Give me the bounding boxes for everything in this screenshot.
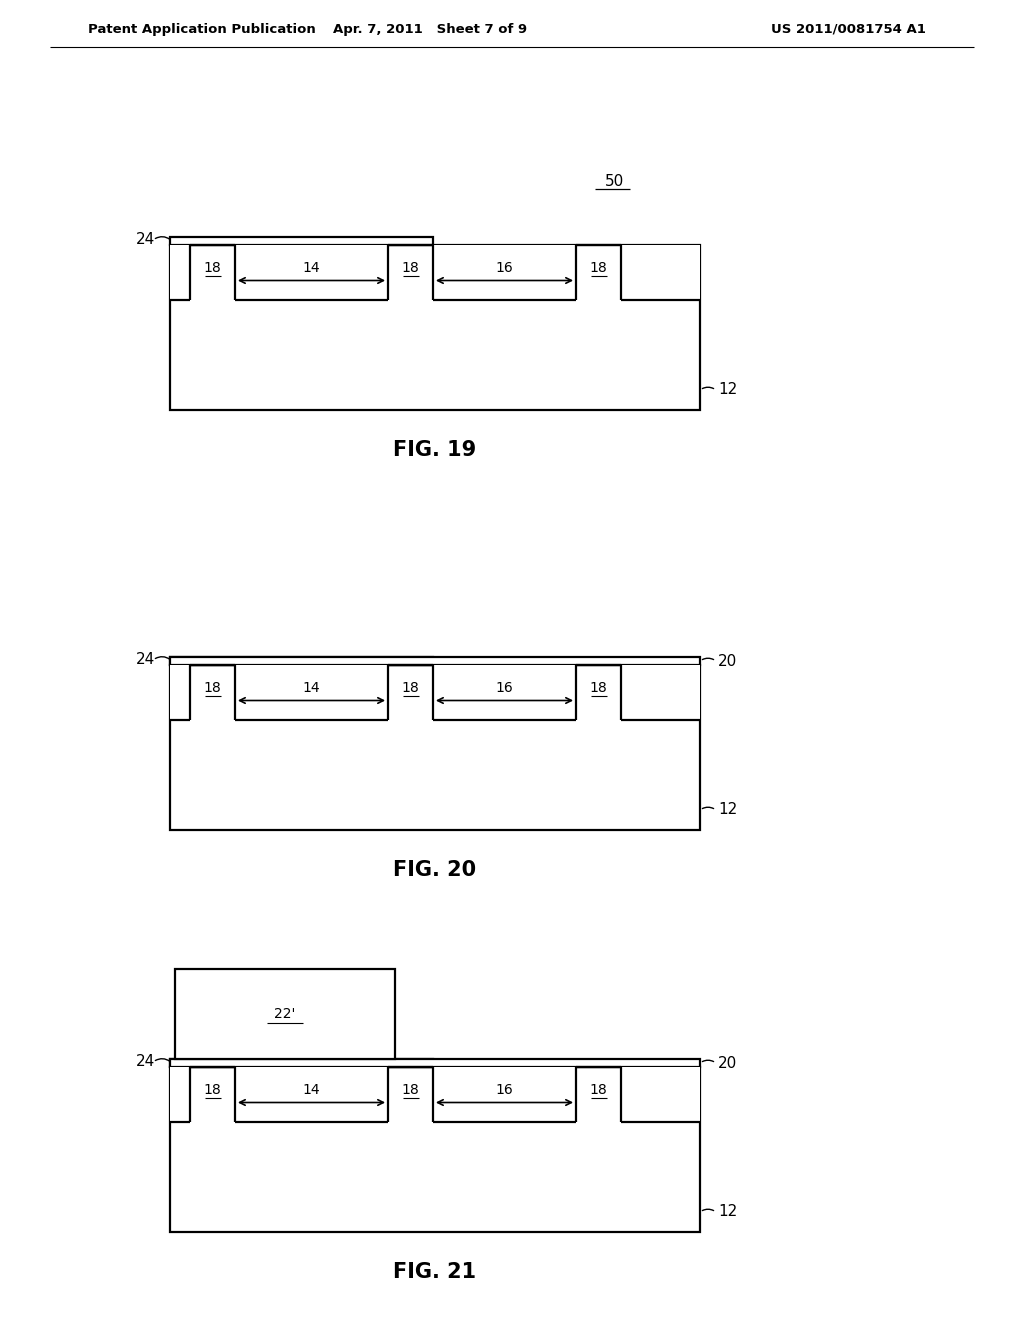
Text: 24: 24	[136, 1055, 155, 1069]
Text: 14: 14	[303, 1084, 321, 1097]
Bar	[170, 657, 433, 665]
Text: Apr. 7, 2011   Sheet 7 of 9: Apr. 7, 2011 Sheet 7 of 9	[333, 22, 527, 36]
Text: 20: 20	[718, 1056, 737, 1071]
Bar	[433, 246, 575, 300]
Text: 18: 18	[204, 260, 221, 275]
Text: 18: 18	[590, 260, 607, 275]
Bar	[621, 1067, 700, 1122]
Bar	[175, 969, 395, 1059]
Text: 16: 16	[496, 261, 513, 276]
Bar	[170, 665, 700, 830]
Text: 14: 14	[303, 681, 321, 696]
Bar	[433, 665, 575, 719]
Text: US 2011/0081754 A1: US 2011/0081754 A1	[771, 22, 926, 36]
Text: FIG. 19: FIG. 19	[393, 440, 476, 459]
Text: 18: 18	[401, 260, 420, 275]
Bar	[170, 246, 190, 300]
Text: FIG. 20: FIG. 20	[393, 861, 476, 880]
Bar	[621, 665, 700, 719]
Text: 16: 16	[496, 1084, 513, 1097]
Text: 24: 24	[136, 232, 155, 248]
Bar	[170, 1067, 190, 1122]
Bar	[433, 1067, 575, 1122]
Bar	[170, 1059, 433, 1067]
Text: 12: 12	[718, 383, 737, 397]
Text: 18: 18	[401, 1082, 420, 1097]
Bar	[234, 1067, 388, 1122]
Bar	[170, 238, 433, 246]
Text: FIG. 21: FIG. 21	[393, 1262, 476, 1282]
Text: 12: 12	[718, 803, 737, 817]
Bar	[234, 665, 388, 719]
Text: 50: 50	[605, 174, 625, 190]
Text: Patent Application Publication: Patent Application Publication	[88, 22, 315, 36]
Text: 16: 16	[496, 681, 513, 696]
Text: 18: 18	[204, 681, 221, 694]
Bar	[170, 665, 190, 719]
Bar	[621, 246, 700, 300]
Text: 18: 18	[590, 681, 607, 694]
Text: 18: 18	[590, 1082, 607, 1097]
Text: 18: 18	[401, 681, 420, 694]
Bar	[170, 246, 700, 411]
Text: 14: 14	[303, 261, 321, 276]
Bar	[170, 1067, 700, 1232]
Text: 18: 18	[204, 1082, 221, 1097]
Text: 20: 20	[718, 653, 737, 668]
Bar	[170, 1059, 700, 1067]
Text: 12: 12	[718, 1204, 737, 1220]
Bar	[170, 657, 700, 665]
Text: 24: 24	[136, 652, 155, 668]
Bar	[234, 246, 388, 300]
Text: 22': 22'	[274, 1007, 296, 1020]
